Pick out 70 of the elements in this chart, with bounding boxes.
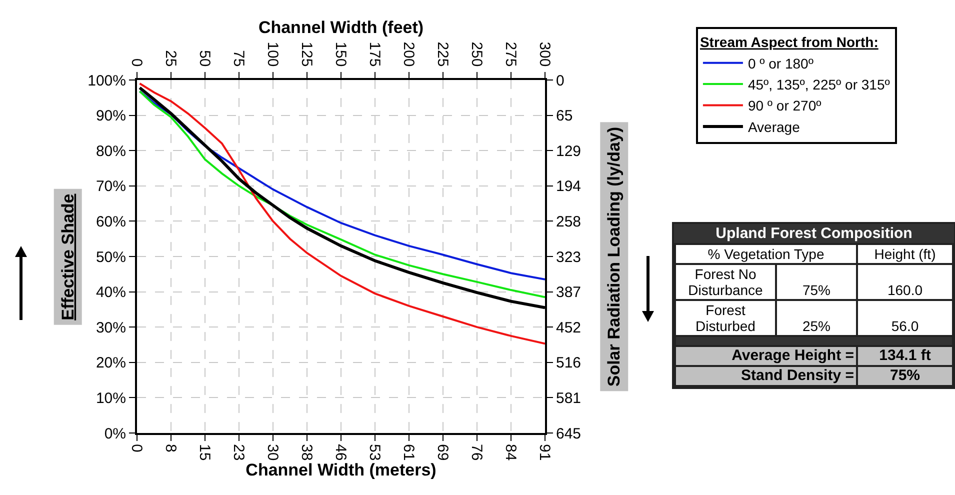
- y2-tick-label: 258: [556, 213, 582, 230]
- text: 25%: [776, 300, 857, 336]
- x-tick-label: 69: [434, 444, 452, 461]
- text: % Vegetation Type: [675, 244, 857, 264]
- x-tick-label: 38: [298, 444, 316, 461]
- y-tick-label: 80%: [96, 142, 126, 160]
- y-tick-label: 10%: [96, 390, 126, 407]
- x-tick-label: 46: [332, 444, 350, 461]
- text: 160.0: [857, 264, 953, 300]
- x2-tick-label: 100: [264, 42, 282, 67]
- y2-tick-label: 581: [556, 390, 582, 407]
- x2-tick-label: 300: [536, 42, 554, 67]
- x2-tick-label: 75: [230, 50, 248, 67]
- y-tick-label: 50%: [96, 248, 126, 266]
- y-tick-label: 0%: [104, 425, 126, 442]
- text: Stand Density =: [675, 366, 857, 386]
- y2-tick-label: 129: [556, 142, 582, 160]
- text: Average Height =: [675, 346, 857, 366]
- y2-tick-label: 323: [556, 248, 582, 266]
- y2-tick-label: 645: [556, 425, 582, 442]
- y-tick-label: 20%: [96, 354, 126, 372]
- x-tick-label: 76: [468, 444, 486, 461]
- x-tick-label: 84: [502, 444, 520, 461]
- y-tick-label: 70%: [96, 178, 126, 196]
- y-tick-label: 60%: [96, 213, 126, 230]
- legend-label: Average: [748, 118, 800, 135]
- x-tick-label: 53: [366, 444, 384, 461]
- y-tick-label: 100%: [88, 72, 126, 90]
- text: Forest Disturbed: [675, 300, 776, 336]
- y-tick-label: 40%: [96, 284, 126, 302]
- x2-tick-label: 150: [332, 42, 350, 67]
- text: 75%: [776, 264, 857, 300]
- x2-tick-label: 25: [162, 50, 180, 67]
- x-tick-label: 23: [230, 444, 248, 461]
- x2-tick-label: 225: [434, 42, 452, 67]
- x2-tick-label: 125: [298, 42, 316, 67]
- text: 56.0: [857, 300, 953, 336]
- y-tick-label: 30%: [96, 319, 126, 336]
- text: Height (ft): [857, 244, 953, 264]
- x-tick-label: 61: [400, 444, 418, 461]
- x-tick-label: 91: [536, 444, 554, 461]
- x2-tick-label: 200: [400, 42, 418, 67]
- x-tick-label: 30: [264, 444, 282, 461]
- x-tick-label: 8: [162, 444, 180, 452]
- text: 134.1 ft: [857, 346, 953, 366]
- y2-tick-label: 452: [556, 319, 582, 336]
- x2-tick-label: 275: [502, 42, 520, 67]
- x2-tick-label: 250: [468, 42, 486, 67]
- legend-label: 0 º or 180º: [748, 55, 814, 72]
- y2-axis-title: Solar Radiation Loading (ly/day): [604, 126, 624, 387]
- x2-tick-label: 0: [128, 58, 146, 67]
- y2-tick-label: 0: [556, 72, 564, 90]
- x-tick-label: 15: [196, 444, 214, 461]
- x2-tick-label: 175: [366, 42, 384, 67]
- x-axis-title: Channel Width (meters): [246, 460, 436, 480]
- x-tick-label: 0: [128, 444, 146, 452]
- legend-title: Stream Aspect from North:: [700, 34, 878, 50]
- y2-tick-label: 516: [556, 354, 582, 372]
- y-axis-title: Effective Shade: [58, 194, 78, 320]
- x2-axis-title: Channel Width (feet): [258, 18, 424, 37]
- y2-tick-label: 194: [556, 178, 582, 196]
- legend-label: 90 º or 270º: [748, 98, 822, 114]
- x2-tick-label: 50: [196, 50, 214, 67]
- legend-label: 45º, 135º, 225º or 315º: [748, 76, 890, 93]
- text: 75%: [857, 366, 953, 386]
- text: Upland Forest Composition: [674, 224, 954, 243]
- text: Forest No Disturbance: [675, 264, 776, 300]
- y2-tick-label: 65: [556, 108, 573, 125]
- y-tick-label: 90%: [96, 108, 126, 125]
- y2-tick-label: 387: [556, 284, 582, 302]
